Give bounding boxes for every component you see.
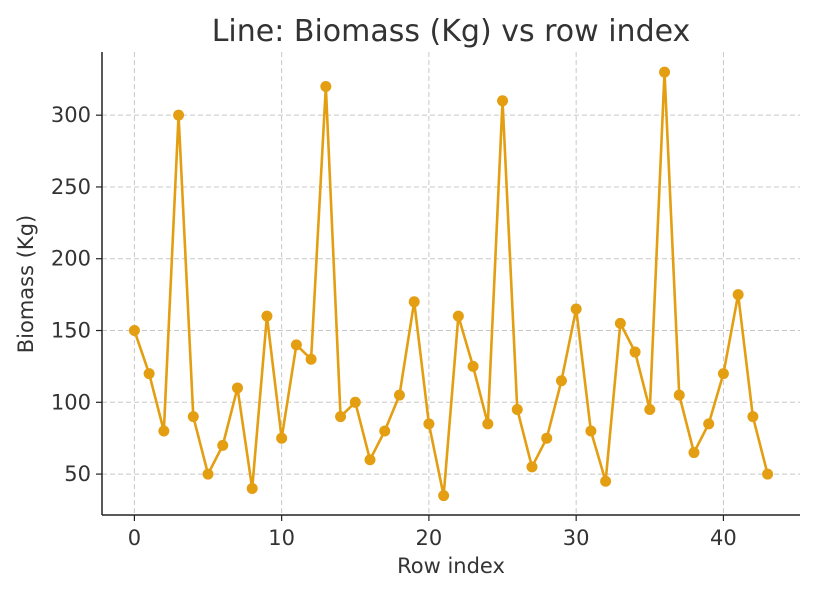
chart-title: Line: Biomass (Kg) vs row index [212, 14, 691, 49]
data-point [408, 296, 420, 308]
data-point [335, 411, 347, 423]
data-point [379, 425, 391, 437]
data-point [570, 303, 582, 315]
data-point [732, 289, 744, 301]
y-tick-label: 250 [51, 175, 91, 199]
y-axis-label: Biomass (Kg) [14, 215, 38, 353]
data-point [762, 468, 774, 480]
y-tick-label: 150 [51, 319, 91, 343]
data-point [276, 432, 288, 444]
data-point [747, 411, 759, 423]
data-point [173, 109, 185, 121]
x-tick-label: 20 [416, 526, 443, 550]
axis-ticks: 0 10 20 30 40 50 100 150 200 250 300 [51, 103, 737, 550]
data-point [482, 418, 494, 430]
data-point [600, 475, 612, 487]
data-point [305, 353, 317, 365]
data-point [659, 66, 671, 78]
data-point [423, 418, 435, 430]
x-tick-label: 10 [268, 526, 295, 550]
x-axis-label: Row index [397, 554, 505, 578]
data-point [497, 95, 509, 107]
data-point [217, 439, 229, 451]
data-point [320, 80, 332, 92]
data-point [202, 468, 214, 480]
grid-lines [102, 52, 800, 515]
x-tick-label: 40 [710, 526, 737, 550]
data-point [526, 461, 538, 473]
data-point [629, 346, 641, 358]
data-point [585, 425, 597, 437]
data-point [128, 325, 140, 337]
data-point [393, 389, 405, 401]
data-point [717, 368, 729, 380]
data-point [143, 368, 155, 380]
data-point [290, 339, 302, 351]
data-point [364, 454, 376, 466]
data-point [644, 403, 656, 415]
data-point [438, 490, 450, 502]
y-tick-label: 200 [51, 247, 91, 271]
data-point [541, 432, 553, 444]
data-point [246, 482, 258, 494]
x-tick-label: 30 [563, 526, 590, 550]
data-point [261, 310, 273, 322]
data-point [231, 382, 243, 394]
y-tick-label: 50 [64, 462, 91, 486]
data-point [688, 447, 700, 459]
data-point [158, 425, 170, 437]
y-tick-label: 300 [51, 103, 91, 127]
data-point [703, 418, 715, 430]
data-point [555, 375, 567, 387]
data-series [128, 66, 774, 502]
data-point [511, 403, 523, 415]
data-point [187, 411, 199, 423]
series-line [133, 70, 769, 497]
data-point [349, 396, 361, 408]
data-point [673, 389, 685, 401]
data-point [452, 310, 464, 322]
data-point [467, 360, 479, 372]
axes [101, 52, 800, 516]
data-point [614, 317, 626, 329]
y-tick-label: 100 [51, 390, 91, 414]
x-tick-label: 0 [128, 526, 141, 550]
